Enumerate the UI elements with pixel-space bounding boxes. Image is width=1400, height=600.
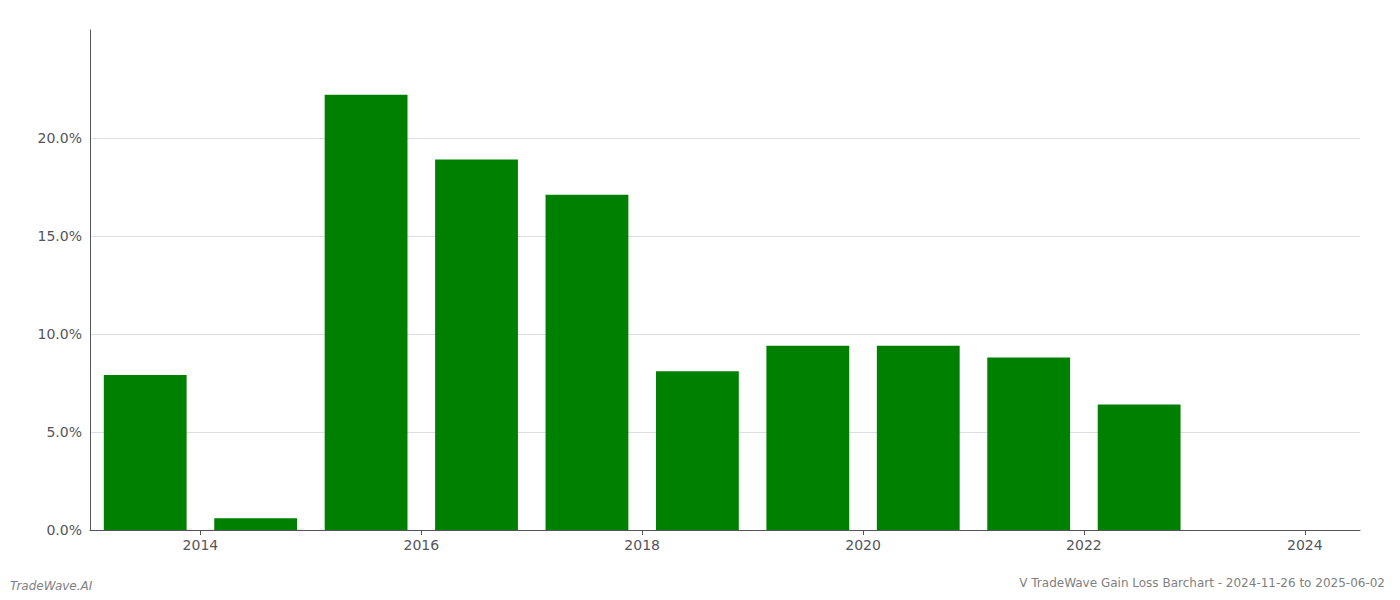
svg-text:2020: 2020 bbox=[845, 537, 881, 553]
svg-text:5.0%: 5.0% bbox=[46, 424, 82, 440]
svg-text:20.0%: 20.0% bbox=[38, 130, 82, 146]
svg-text:2024: 2024 bbox=[1287, 537, 1323, 553]
svg-text:2022: 2022 bbox=[1066, 537, 1102, 553]
svg-text:TradeWave.AI: TradeWave.AI bbox=[10, 579, 93, 593]
svg-text:15.0%: 15.0% bbox=[38, 228, 82, 244]
svg-text:0.0%: 0.0% bbox=[46, 522, 82, 538]
svg-text:2016: 2016 bbox=[403, 537, 439, 553]
svg-text:2018: 2018 bbox=[624, 537, 660, 553]
svg-text:V TradeWave Gain Loss Barchart: V TradeWave Gain Loss Barchart - 2024-11… bbox=[1019, 576, 1385, 590]
svg-text:10.0%: 10.0% bbox=[38, 326, 82, 342]
svg-text:2014: 2014 bbox=[183, 537, 219, 553]
